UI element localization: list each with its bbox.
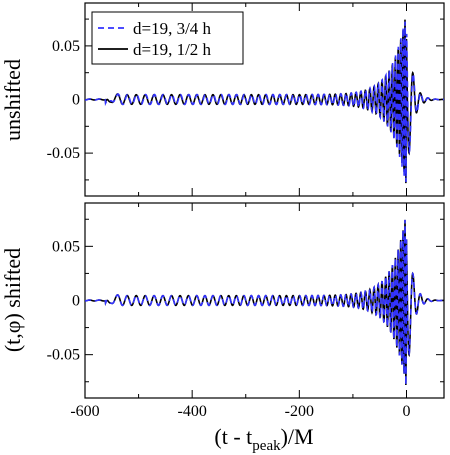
legend-label-series-1: d=19, 3/4 h [133, 19, 212, 38]
bottom-curves [85, 219, 444, 386]
top-ytick-label-2: 0.05 [52, 38, 80, 55]
bottom-ytick-label-2: 0.05 [52, 238, 80, 255]
legend: d=19, 3/4 h d=19, 1/2 h [91, 11, 244, 65]
top-series-line-0 [85, 21, 444, 183]
top-ytick-label-1: 0 [72, 92, 80, 109]
legend-box [91, 11, 244, 65]
bottom-ylabel: (t,φ) shifted [0, 248, 25, 352]
top-panel: -0.05 0 0.05 unshifted d=19, 3/4 h d=19, 1… [0, 2, 445, 197]
top-ylabel: unshifted [0, 59, 25, 141]
bottom-xtick-label-0: -600 [70, 403, 99, 420]
bottom-panel: -0.05 0 0.05 -600 -400 -200 0 (t,φ) shifted (… [0, 202, 445, 454]
bottom-xtick-label-2: -200 [285, 403, 314, 420]
bottom-series-line-0 [85, 219, 444, 386]
top-ytick-label-0: -0.05 [47, 145, 80, 162]
bottom-ytick-label-0: -0.05 [47, 347, 80, 364]
x-axis-title: (t - tpeak)/M [214, 424, 313, 454]
legend-label-series-2: d=19, 1/2 h [133, 40, 212, 59]
top-curves [85, 19, 444, 184]
bottom-xtick-label-3: 0 [402, 403, 410, 420]
bottom-ytick-labels: -0.05 0 0.05 [47, 238, 80, 363]
bottom-xtick-label-1: -400 [178, 403, 207, 420]
top-ytick-labels: -0.05 0 0.05 [47, 38, 80, 162]
bottom-xtick-labels: -600 -400 -200 0 [70, 403, 410, 420]
bottom-ytick-label-1: 0 [72, 293, 80, 310]
